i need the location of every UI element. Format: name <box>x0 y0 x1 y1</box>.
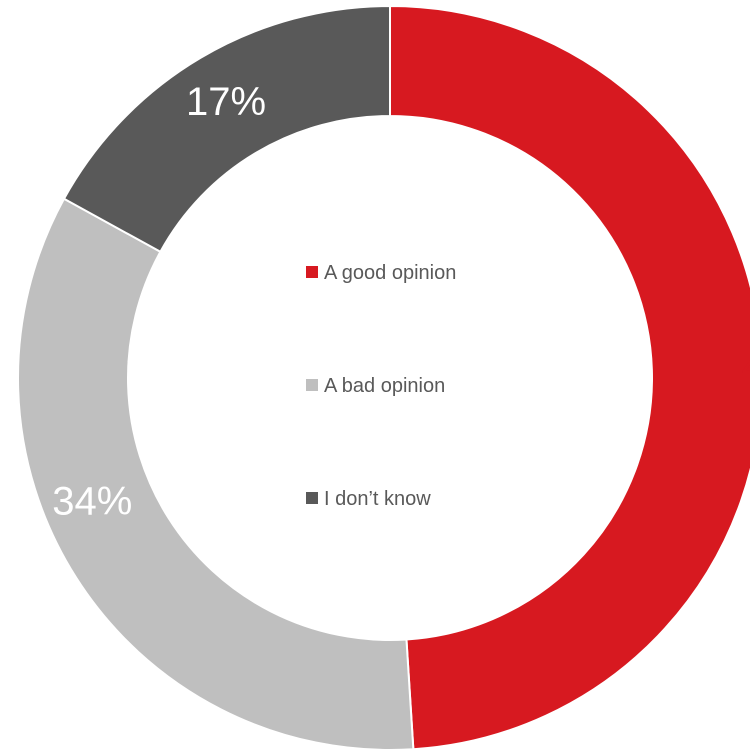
legend-label-2: A bad opinion <box>324 375 445 397</box>
legend-label-3: I don’t know <box>324 488 431 510</box>
donut-slice-3 <box>62 4 391 254</box>
slice-value-label-2: 34% <box>52 480 132 524</box>
slice-value-label-3: 17% <box>186 80 266 124</box>
donut-slice-2 <box>17 197 415 751</box>
legend-swatch-1 <box>306 266 318 278</box>
donut-slices <box>17 4 750 751</box>
slice-value-labels: 49% 34% 17% <box>52 80 750 524</box>
chart-legend: A good opinion A bad opinion I don’t know <box>306 262 456 510</box>
legend-label-1: A good opinion <box>324 262 456 284</box>
legend-swatch-2 <box>306 379 318 391</box>
slice-value-label-1: 49% <box>742 345 750 389</box>
legend-swatch-3 <box>306 492 318 504</box>
donut-slice-1 <box>389 4 750 751</box>
